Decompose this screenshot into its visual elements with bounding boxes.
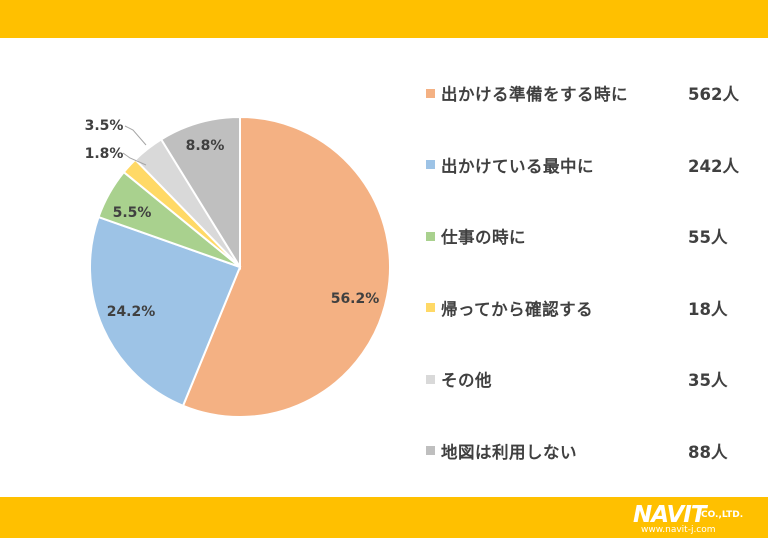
legend-count: 242人 — [688, 156, 739, 176]
top-banner — [0, 0, 768, 38]
legend-label: 帰ってから確認する — [441, 299, 594, 319]
leader-line-5 — [124, 125, 147, 146]
pie-slice-6 — [159, 115, 241, 271]
legend-swatch — [426, 374, 435, 384]
data-label-4: 1.8% — [85, 146, 124, 162]
logo-suffix-text: CO.,LTD. — [701, 510, 744, 520]
legend-item-2: 出かけている最中に 242人 — [426, 150, 746, 180]
pie-slice-1 — [181, 115, 391, 418]
legend-item-6: 地図は利用しない 88人 — [426, 436, 746, 466]
legend-item-4: 帰ってから確認する 18人 — [426, 293, 746, 323]
legend-label: 出かける準備をする時に — [441, 85, 628, 104]
logo-url-text: www.navit-j.com — [641, 525, 716, 535]
legend-swatch — [426, 160, 435, 169]
logo-main-text: NAVIT — [633, 502, 707, 528]
legend-swatch — [426, 88, 435, 98]
legend-count: 35人 — [688, 371, 728, 390]
legend-swatch — [426, 303, 435, 312]
bottom-banner — [0, 497, 768, 538]
legend-item-3: 仕事の時に 55人 — [426, 221, 746, 251]
legend-label: 仕事の時に — [441, 228, 526, 247]
legend-item-1: 出かける準備をする時に 562人 — [426, 78, 746, 108]
pie-slice-2 — [89, 215, 242, 408]
legend-label: その他 — [441, 371, 492, 390]
data-label-6: 8.8% — [186, 138, 225, 154]
leader-line-4 — [122, 152, 147, 166]
legend-label: 地図は利用しない — [441, 442, 577, 462]
data-label-5: 3.5% — [85, 118, 124, 134]
data-label-2: 24.2% — [107, 304, 156, 320]
legend-swatch — [426, 231, 435, 241]
legend-count: 88人 — [688, 442, 728, 462]
legend-count: 55人 — [688, 228, 728, 247]
legend-count: 562人 — [688, 85, 739, 104]
legend-label: 出かけている最中に — [441, 156, 594, 176]
navit-logo: NAVIT CO.,LTD. www.navit-j.com — [633, 500, 763, 536]
legend-count: 18人 — [688, 299, 728, 319]
data-label-3: 5.5% — [113, 205, 152, 221]
legend-item-5: その他 35人 — [426, 364, 746, 394]
legend-swatch — [426, 446, 435, 455]
data-label-1: 56.2% — [331, 291, 380, 307]
